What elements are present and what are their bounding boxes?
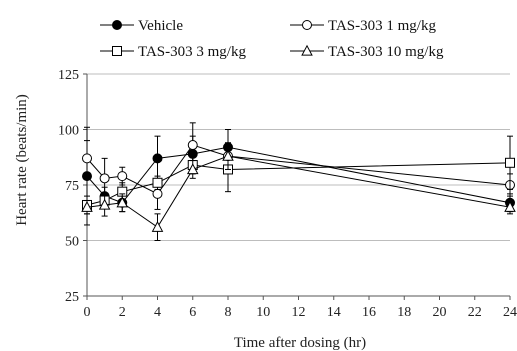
- series-1-point-3: [152, 188, 163, 199]
- gridlines: [87, 73, 510, 241]
- series-1-point-0: [82, 153, 92, 164]
- y-tick-label-1: 50: [65, 235, 79, 250]
- legend-label-0: Vehicle: [138, 18, 183, 34]
- legend-item-0: Vehicle: [100, 18, 183, 34]
- y-tick-label-4: 125: [58, 68, 79, 83]
- series-1-point-1: [99, 173, 110, 184]
- legend-item-2: TAS-303 3 mg/kg: [100, 44, 246, 60]
- series-3-point-0: [81, 200, 93, 212]
- x-axis-label: Time after dosing (hr): [234, 335, 366, 351]
- series-3: [81, 142, 516, 241]
- series-2: [82, 135, 515, 215]
- series-1-line: [86, 144, 511, 195]
- series-3-point-2: [116, 196, 129, 208]
- legend: Vehicle TAS-303 1 mg/kg TAS-303 3 mg/kg TAS…: [100, 18, 444, 60]
- series-0-point-3: [152, 153, 163, 164]
- x-tick-label-3: 6: [189, 305, 196, 320]
- series-0-line: [86, 146, 511, 204]
- legend-marker-0: [112, 20, 122, 30]
- series-3-point-3: [151, 220, 164, 232]
- legend-label-1: TAS-303 1 mg/kg: [328, 18, 436, 34]
- x-tick-label-7: 14: [327, 305, 341, 320]
- y-axis-label: Heart rate (beats/min): [14, 94, 30, 226]
- series-layer: [81, 122, 516, 241]
- series-2-point-6: [505, 157, 515, 168]
- series-3-point-6: [504, 200, 516, 212]
- legend-marker-2: [112, 46, 122, 56]
- x-tick-label-2: 4: [154, 305, 161, 320]
- series-3-point-1: [98, 198, 111, 210]
- series-1-point-4: [187, 140, 198, 151]
- axes: [83, 73, 511, 300]
- y-tick-label-2: 75: [65, 179, 79, 194]
- series-0: [82, 126, 515, 226]
- series-3-point-5: [222, 149, 234, 161]
- series-1-point-2: [117, 171, 128, 182]
- legend-item-3: TAS-303 10 mg/kg: [290, 44, 444, 60]
- series-3-point-4: [186, 163, 199, 175]
- y-tick-label-3: 100: [58, 124, 79, 139]
- legend-label-2: TAS-303 3 mg/kg: [138, 44, 246, 60]
- x-tick-label-5: 10: [256, 305, 270, 320]
- series-2-point-3: [152, 177, 163, 188]
- x-tick-label-6: 12: [292, 305, 306, 320]
- x-tick-label-12: 24: [503, 305, 517, 320]
- x-tick-label-1: 2: [119, 305, 126, 320]
- legend-marker-1: [302, 20, 312, 30]
- x-tick-label-11: 22: [468, 305, 482, 320]
- legend-marker-3: [301, 44, 313, 56]
- legend-item-1: TAS-303 1 mg/kg: [290, 18, 436, 34]
- y-tick-label-0: 25: [65, 290, 79, 305]
- legend-label-3: TAS-303 10 mg/kg: [328, 44, 444, 60]
- x-tick-label-9: 18: [397, 305, 411, 320]
- x-tick-label-4: 8: [225, 305, 232, 320]
- x-tick-label-0: 0: [84, 305, 91, 320]
- x-tick-label-10: 20: [433, 305, 447, 320]
- x-tick-label-8: 16: [362, 305, 376, 320]
